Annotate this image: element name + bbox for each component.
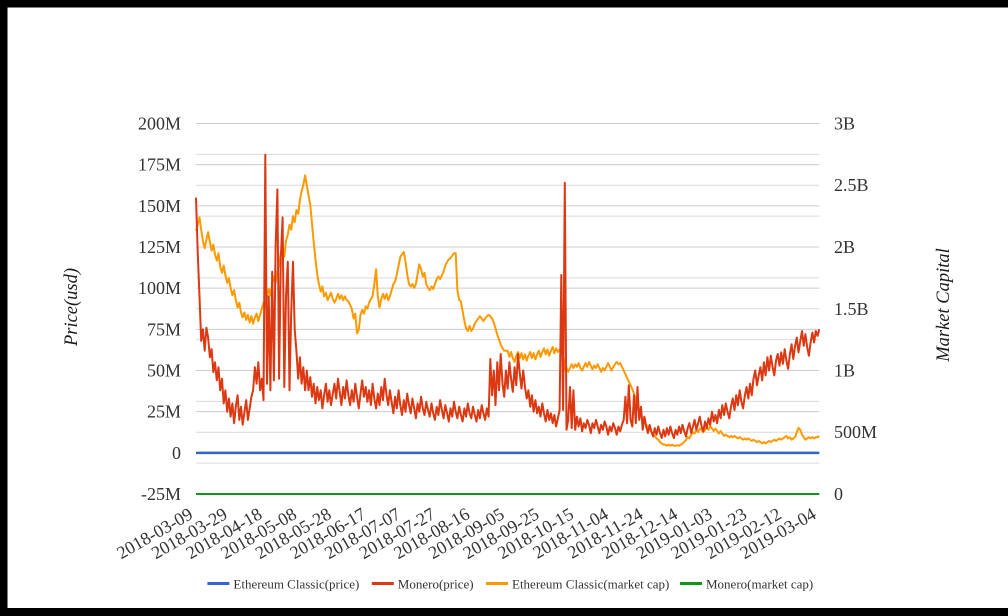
svg-text:75M: 75M (147, 319, 181, 339)
svg-text:125M: 125M (138, 237, 181, 257)
svg-text:Market Capital: Market Capital (934, 248, 954, 363)
svg-text:Monero(price): Monero(price) (398, 577, 474, 592)
svg-text:25M: 25M (147, 402, 181, 422)
svg-text:0: 0 (834, 484, 843, 504)
svg-text:Monero(market cap): Monero(market cap) (706, 577, 813, 592)
svg-text:150M: 150M (138, 196, 181, 216)
svg-text:50M: 50M (147, 361, 181, 381)
svg-text:2B: 2B (834, 237, 855, 257)
svg-text:Ethereum Classic(market cap): Ethereum Classic(market cap) (512, 577, 669, 592)
svg-text:3B: 3B (834, 114, 855, 134)
svg-text:1.5B: 1.5B (834, 299, 869, 319)
svg-text:-25M: -25M (141, 484, 181, 504)
svg-text:Price(usd): Price(usd) (62, 268, 82, 347)
svg-text:0: 0 (172, 443, 181, 463)
svg-text:100M: 100M (138, 278, 181, 298)
svg-text:Ethereum Classic(price): Ethereum Classic(price) (233, 577, 359, 592)
svg-text:500M: 500M (834, 422, 877, 442)
svg-text:2.5B: 2.5B (834, 175, 869, 195)
svg-text:200M: 200M (138, 114, 181, 134)
svg-text:175M: 175M (138, 155, 181, 175)
svg-text:1B: 1B (834, 361, 855, 381)
